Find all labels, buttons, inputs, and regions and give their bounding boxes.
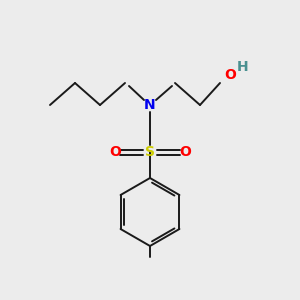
Text: O: O [224,68,236,82]
Text: N: N [144,98,156,112]
Text: S: S [145,145,155,159]
Text: H: H [237,60,249,74]
Text: O: O [179,145,191,159]
Text: O: O [109,145,121,159]
